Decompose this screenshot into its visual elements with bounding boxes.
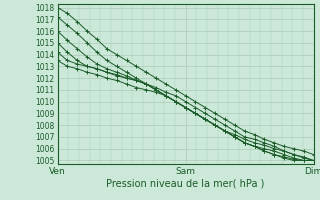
X-axis label: Pression niveau de la mer( hPa ): Pression niveau de la mer( hPa ) — [107, 179, 265, 189]
